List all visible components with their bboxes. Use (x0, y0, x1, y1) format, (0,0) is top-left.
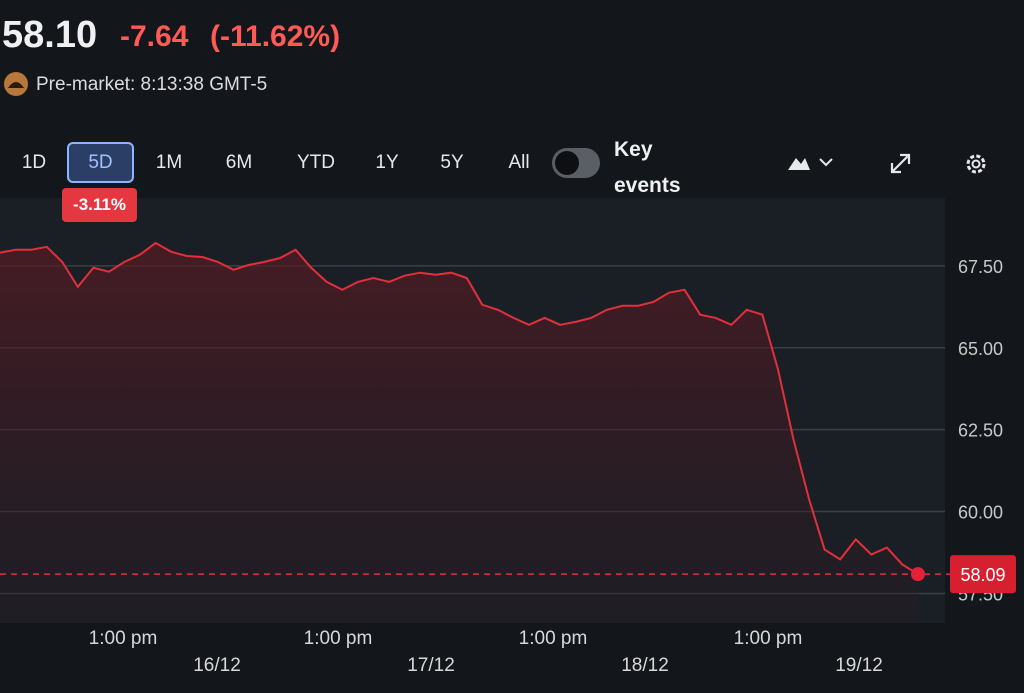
toggle-knob (555, 151, 579, 175)
range-tab[interactable]: 1Y (375, 152, 399, 173)
range-tab[interactable]: 5D (67, 142, 134, 183)
range-tab[interactable]: All (508, 152, 530, 173)
y-tick-label: 65.00 (958, 339, 1003, 359)
range-tab[interactable]: 6M (225, 152, 253, 173)
price-change: -7.64 (120, 20, 189, 53)
x-day-label: 17/12 (407, 655, 455, 676)
price: 58.10 (2, 14, 98, 56)
range-tab[interactable]: 1M (155, 152, 183, 173)
x-day-label: 19/12 (835, 655, 883, 676)
y-tick-label: 60.00 (958, 503, 1003, 523)
range-tab[interactable]: 1D (21, 152, 47, 173)
settings-icon-center (971, 159, 981, 169)
dropdown-icon[interactable] (819, 158, 833, 167)
y-tick-label: 62.50 (958, 421, 1003, 441)
range-tab[interactable]: YTD (297, 152, 335, 173)
price-change-percent: (-11.62%) (210, 20, 341, 53)
expand-icon[interactable] (890, 153, 911, 174)
chart-type-icon[interactable] (788, 158, 810, 170)
y-tick-label: 67.50 (958, 257, 1003, 277)
range-tab[interactable]: 5Y (440, 152, 464, 173)
last-price-dot (911, 567, 925, 582)
area-fill (0, 242, 918, 620)
x-time-label: 1:00 pm (519, 628, 588, 649)
last-price-label: 58.09 (960, 565, 1005, 585)
price-line (0, 241, 919, 575)
key-events-label[interactable]: Key events (614, 138, 681, 197)
x-time-label: 1:00 pm (734, 628, 803, 649)
settings-icon[interactable] (966, 154, 986, 174)
last-price-box (950, 555, 1016, 594)
session-info: Pre-market: 8:13:38 GMT-5 (36, 74, 268, 95)
pre-market-icon-sun (8, 82, 24, 88)
x-time-label: 1:00 pm (89, 628, 158, 649)
x-day-label: 16/12 (193, 655, 241, 676)
x-day-label: 18/12 (621, 655, 669, 676)
x-time-label: 1:00 pm (304, 628, 373, 649)
period-change-badge: -3.11% (62, 188, 137, 222)
